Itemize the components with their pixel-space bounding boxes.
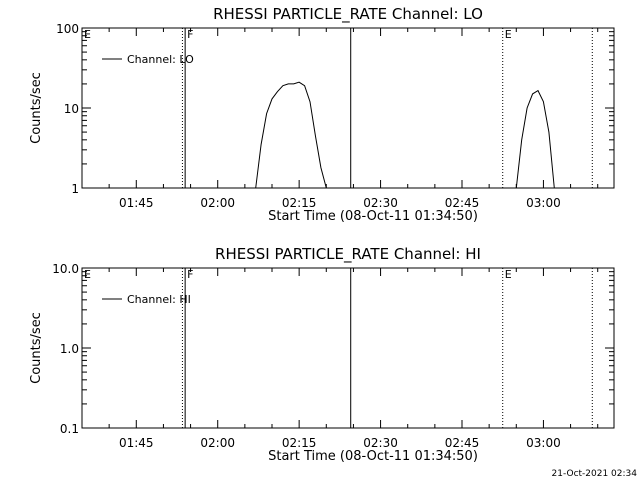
chart-title: RHESSI PARTICLE_RATE Channel: HI [215, 245, 481, 264]
x-tick-label: 02:00 [200, 436, 235, 450]
x-axis-label: Start Time (08-Oct-11 01:34:50) [268, 449, 478, 464]
x-axis-label: Start Time (08-Oct-11 01:34:50) [268, 209, 478, 224]
x-tick-label: 02:00 [200, 196, 235, 210]
time-marker-label: F [187, 28, 193, 41]
x-tick-label: 02:15 [282, 196, 317, 210]
panel-lo: RHESSI PARTICLE_RATE Channel: LO 01:45 02:… [29, 5, 615, 224]
x-tick-label: 02:45 [445, 196, 480, 210]
x-tick-label: 02:30 [363, 196, 398, 210]
x-tick-label: 02:30 [363, 436, 398, 450]
y-tick-label: 1.0 [60, 342, 79, 356]
y-tick-label: 10 [64, 102, 79, 116]
series-line [255, 81, 327, 189]
x-tick-label: 02:45 [445, 436, 480, 450]
y-tick-label: 0.1 [60, 422, 79, 436]
x-tick-label: 03:00 [526, 436, 561, 450]
x-tick-label: 01:45 [119, 436, 154, 450]
time-marker-label: E [84, 268, 91, 281]
legend-label: Channel: LO [127, 53, 194, 66]
time-marker-label: E [505, 268, 512, 281]
x-tick-label: 01:45 [119, 196, 154, 210]
y-tick-label: 100 [56, 22, 79, 36]
y-tick-label: 1 [71, 182, 79, 196]
panel-hi: RHESSI PARTICLE_RATE Channel: HI 01:45 02:… [29, 245, 615, 464]
chart-title: RHESSI PARTICLE_RATE Channel: LO [213, 5, 483, 24]
time-marker-label: F [187, 268, 193, 281]
y-axis-label: Counts/sec [29, 72, 44, 144]
time-marker-label: E [505, 28, 512, 41]
plot-frame [81, 267, 615, 429]
series-line [515, 89, 555, 189]
x-tick-label: 03:00 [526, 196, 561, 210]
time-marker-label: E [84, 28, 91, 41]
plot-frame [81, 27, 615, 189]
legend-label: Channel: HI [127, 293, 191, 306]
x-tick-label: 02:15 [282, 436, 317, 450]
y-tick-label: 10.0 [52, 262, 79, 276]
y-axis-label: Counts/sec [29, 312, 44, 384]
timestamp-label: 21-Oct-2021 02:34 [552, 469, 638, 479]
